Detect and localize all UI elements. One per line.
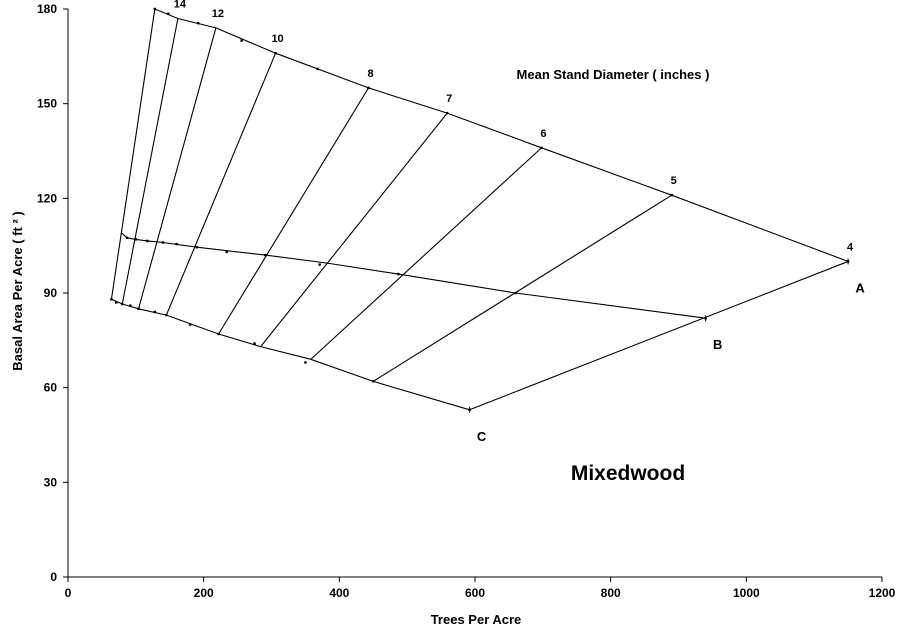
data-point-C [137,307,140,310]
data-point-B [161,241,165,244]
diameter-line-8 [218,87,369,335]
diameter-label-7: 7 [446,93,452,105]
axes: 0 200 400 600 800 1000 1200 0 30 60 90 120 150 180 [37,2,896,600]
diameter-line-10 [165,52,277,316]
y-axis-title: Basal Area Per Acre ( ft ² ) [10,211,25,370]
data-point-C [121,302,124,306]
x-tick-label: 0 [65,586,72,600]
x-axis-title: Trees Per Acre [431,612,522,627]
diameter-line-5 [372,194,673,382]
x-tick-label: 1000 [733,586,760,600]
x-tick-label: 400 [329,586,349,600]
diameter-label-10: 10 [271,33,283,45]
data-point-C [304,361,307,364]
data-point-C [253,342,256,345]
label-layer: 16 14 12 10 8 7 6 5 4 A B C [151,0,866,444]
diameter-line-16 [110,8,156,300]
diameter-line-14 [121,18,179,305]
data-point-C [110,298,113,301]
x-tick-label: 1200 [869,586,896,600]
data-point-A [540,146,543,150]
diameter-line-6 [310,147,542,360]
chart-title: Mixedwood [571,462,685,485]
diameter-label-4: 4 [847,241,854,253]
x-tick-label: 800 [601,586,621,600]
diameter-label-6: 6 [540,128,546,140]
y-tick-label: 30 [44,475,58,489]
diameter-label-14: 14 [174,0,187,10]
data-point-B [134,238,138,241]
data-point-C [188,323,192,326]
series-line-A [154,8,849,262]
data-point-A [670,193,673,197]
data-point-A [153,7,157,11]
data-point-B [175,242,178,246]
data-point-B [514,291,517,295]
y-tick-label: 120 [37,191,57,205]
curve-label-B: B [713,337,722,352]
data-point-C [129,304,132,307]
data-point-A [367,86,370,90]
data-point-B [264,253,267,257]
data-point-A [445,111,449,115]
data-point-B [125,236,129,239]
x-tick-label: 200 [194,586,214,600]
curve-label-A: A [855,280,865,295]
y-tick-label: 0 [50,570,57,584]
diameter-annotation: Mean Stand Diameter ( inches ) [517,67,710,82]
data-point-B [397,272,400,276]
data-point-B [318,263,321,266]
data-point-B [146,239,149,243]
series-line-B [121,232,706,319]
data-point-B [225,250,228,254]
y-tick-label: 90 [44,286,58,300]
x-tick-label: 600 [465,586,485,600]
diameter-line-7 [260,112,448,347]
diameter-label-5: 5 [671,175,677,187]
data-point-A [240,39,243,42]
data-point-A [167,12,170,15]
y-tick-label: 180 [37,2,57,16]
curve-label-C: C [477,429,487,444]
data-point-C [217,332,220,336]
data-point-C [372,380,375,383]
diameter-label-12: 12 [212,8,224,20]
data-point-B [195,246,199,249]
data-point-C [114,301,118,304]
data-point-A [197,22,200,25]
data-point-A [316,67,319,71]
diameter-label-16: 16 [151,0,163,1]
diameter-line-12 [138,27,217,309]
data-point-C [165,313,168,317]
y-tick-label: 60 [44,381,58,395]
series-layer [110,7,850,413]
diameter-label-8: 8 [367,68,373,80]
data-point-C [153,310,157,314]
data-point-A [274,51,277,55]
diameter-line-4 [469,260,849,411]
y-tick-label: 150 [37,97,57,111]
